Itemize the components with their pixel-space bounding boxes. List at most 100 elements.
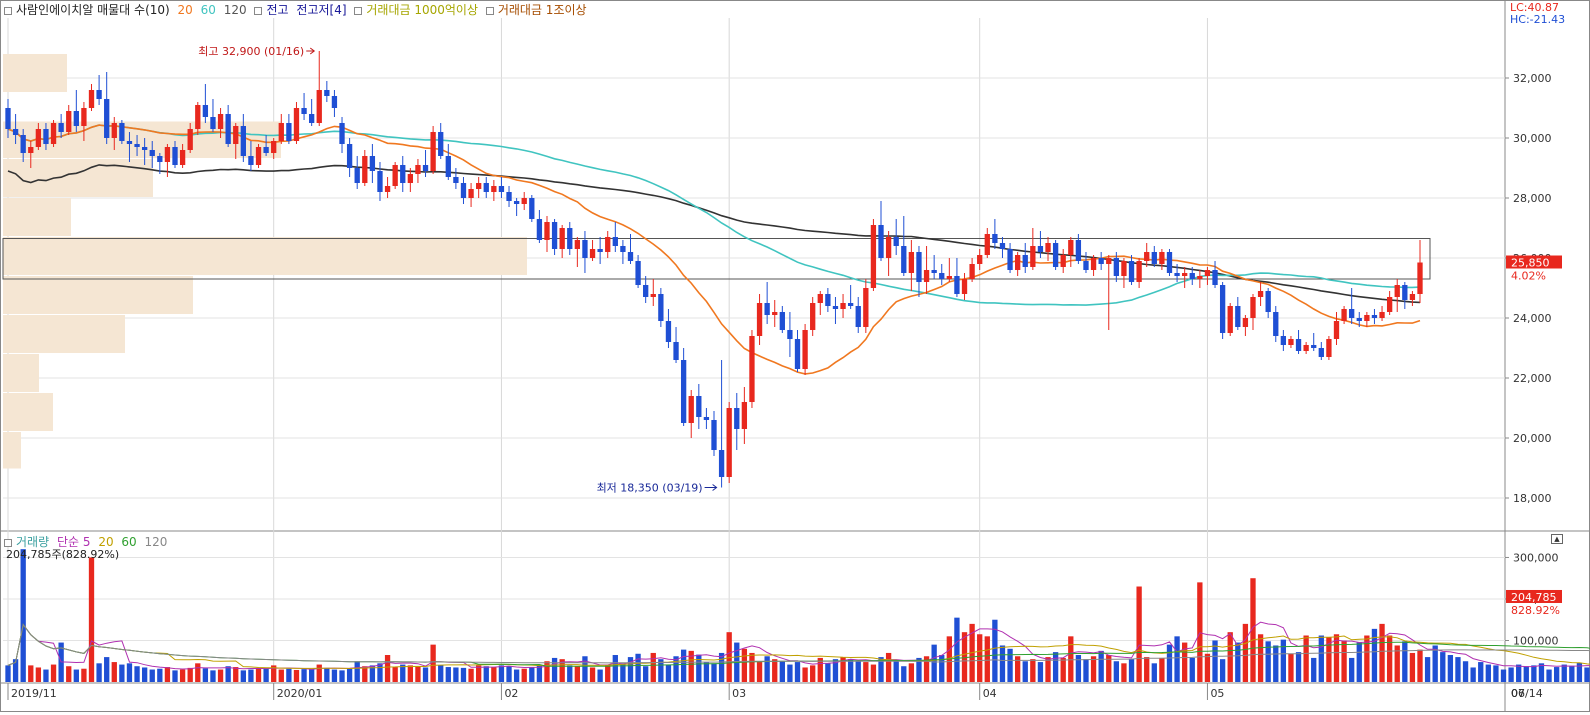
- volume-bar: [1553, 667, 1560, 682]
- x-tick-label: 2020/01: [277, 687, 323, 700]
- volume-bar: [278, 669, 284, 682]
- candle-body: [703, 417, 710, 420]
- volume-bar: [893, 661, 899, 682]
- volume-bar: [840, 657, 846, 682]
- volume-bar: [430, 644, 436, 682]
- volume-profile-band: [3, 54, 67, 92]
- volume-bar: [931, 644, 937, 682]
- candle-body: [635, 261, 641, 285]
- x-tick-label: 07/14: [1511, 687, 1543, 700]
- candle-body: [202, 105, 209, 117]
- high-annotation: 최고 32,900 (01/16): [198, 45, 304, 58]
- candle-body: [43, 129, 49, 144]
- volume-bar: [1386, 635, 1393, 682]
- volume-bar: [764, 656, 770, 682]
- volume-bar: [1356, 642, 1362, 682]
- volume-bar: [438, 665, 444, 682]
- candle-body: [1318, 348, 1324, 357]
- volume-bar: [665, 664, 672, 682]
- candle-body: [35, 129, 42, 147]
- candle-body: [1174, 273, 1180, 276]
- candle-body: [1379, 312, 1385, 318]
- candle-body: [589, 249, 596, 258]
- volume-bar: [415, 666, 421, 682]
- candle-body: [559, 228, 565, 249]
- candle-body: [529, 198, 535, 219]
- candle-body: [574, 240, 581, 249]
- candle-body: [688, 396, 694, 423]
- candle-body: [392, 165, 398, 186]
- volume-bar: [954, 617, 960, 682]
- x-tick-label: 06: [1511, 687, 1525, 700]
- candle-body: [141, 147, 148, 150]
- volume-bar: [810, 665, 816, 682]
- volume-bar: [802, 667, 808, 682]
- volume-bar: [20, 549, 26, 682]
- low-arrow: [704, 484, 718, 491]
- candle-body: [28, 147, 34, 153]
- volume-bar: [772, 659, 778, 682]
- candle-body: [923, 270, 930, 282]
- volume-bar: [1151, 663, 1157, 682]
- candle-body: [1007, 249, 1013, 270]
- candle-body: [711, 420, 717, 450]
- volume-bar: [1311, 657, 1317, 682]
- candle-body: [1022, 255, 1028, 267]
- volume-bar: [331, 669, 338, 682]
- volume-bar: [5, 665, 11, 682]
- volume-bar: [559, 659, 565, 682]
- volume-bar: [301, 669, 307, 682]
- volume-bar: [1265, 641, 1271, 682]
- candle-body: [1144, 252, 1150, 261]
- volume-bar: [354, 661, 360, 682]
- collapse-panel-button[interactable]: ▲: [1551, 534, 1563, 544]
- volume-profile-band: [3, 315, 125, 353]
- ma60-label: 60: [200, 3, 216, 17]
- candle-body: [1250, 297, 1256, 318]
- volume-bar: [453, 667, 459, 682]
- candle-body: [1242, 318, 1249, 327]
- volume-bar: [491, 667, 497, 682]
- volume-value: 204,785주(828.92%): [6, 548, 120, 561]
- volume-bar: [1402, 641, 1408, 682]
- volume-bar: [88, 557, 95, 682]
- candle-body: [339, 123, 345, 144]
- candle-body: [96, 90, 102, 99]
- volume-bar: [1326, 637, 1332, 682]
- candle-body: [741, 402, 748, 429]
- volume-bar: [741, 648, 748, 682]
- volume-bar: [711, 663, 717, 682]
- volume-bar: [847, 659, 854, 682]
- candle-body: [126, 141, 133, 144]
- candle-body: [453, 177, 459, 183]
- candle-body: [1098, 258, 1104, 264]
- price-tick-label: 24,000: [1513, 312, 1552, 325]
- volume-bar: [73, 669, 79, 682]
- candle-body: [931, 270, 937, 273]
- candle-body: [1257, 291, 1264, 297]
- volume-profile-band: [3, 276, 193, 314]
- candle-body: [810, 303, 816, 330]
- volume-bar: [1333, 634, 1340, 682]
- candle-body: [984, 234, 990, 255]
- candle-body: [916, 252, 922, 282]
- candle-body: [946, 276, 952, 279]
- volume-bar: [445, 667, 451, 682]
- candle-body: [73, 111, 79, 126]
- volume-bar: [1546, 669, 1552, 682]
- volume-bar: [1174, 636, 1180, 682]
- volume-bar: [1128, 659, 1135, 682]
- candle-body: [506, 192, 512, 201]
- volume-bar: [263, 667, 269, 682]
- candle-body: [718, 450, 725, 477]
- volume-ma-line: [7, 623, 1590, 666]
- volume-bar: [195, 663, 201, 682]
- candle-body: [468, 189, 474, 198]
- candle-body: [605, 237, 611, 252]
- volume-bar: [119, 664, 125, 682]
- volume-profile-band: [3, 354, 39, 392]
- volume-bar: [1500, 669, 1507, 682]
- volume-bar: [1182, 642, 1188, 682]
- volume-bar: [96, 663, 102, 682]
- volume-bar: [384, 655, 391, 682]
